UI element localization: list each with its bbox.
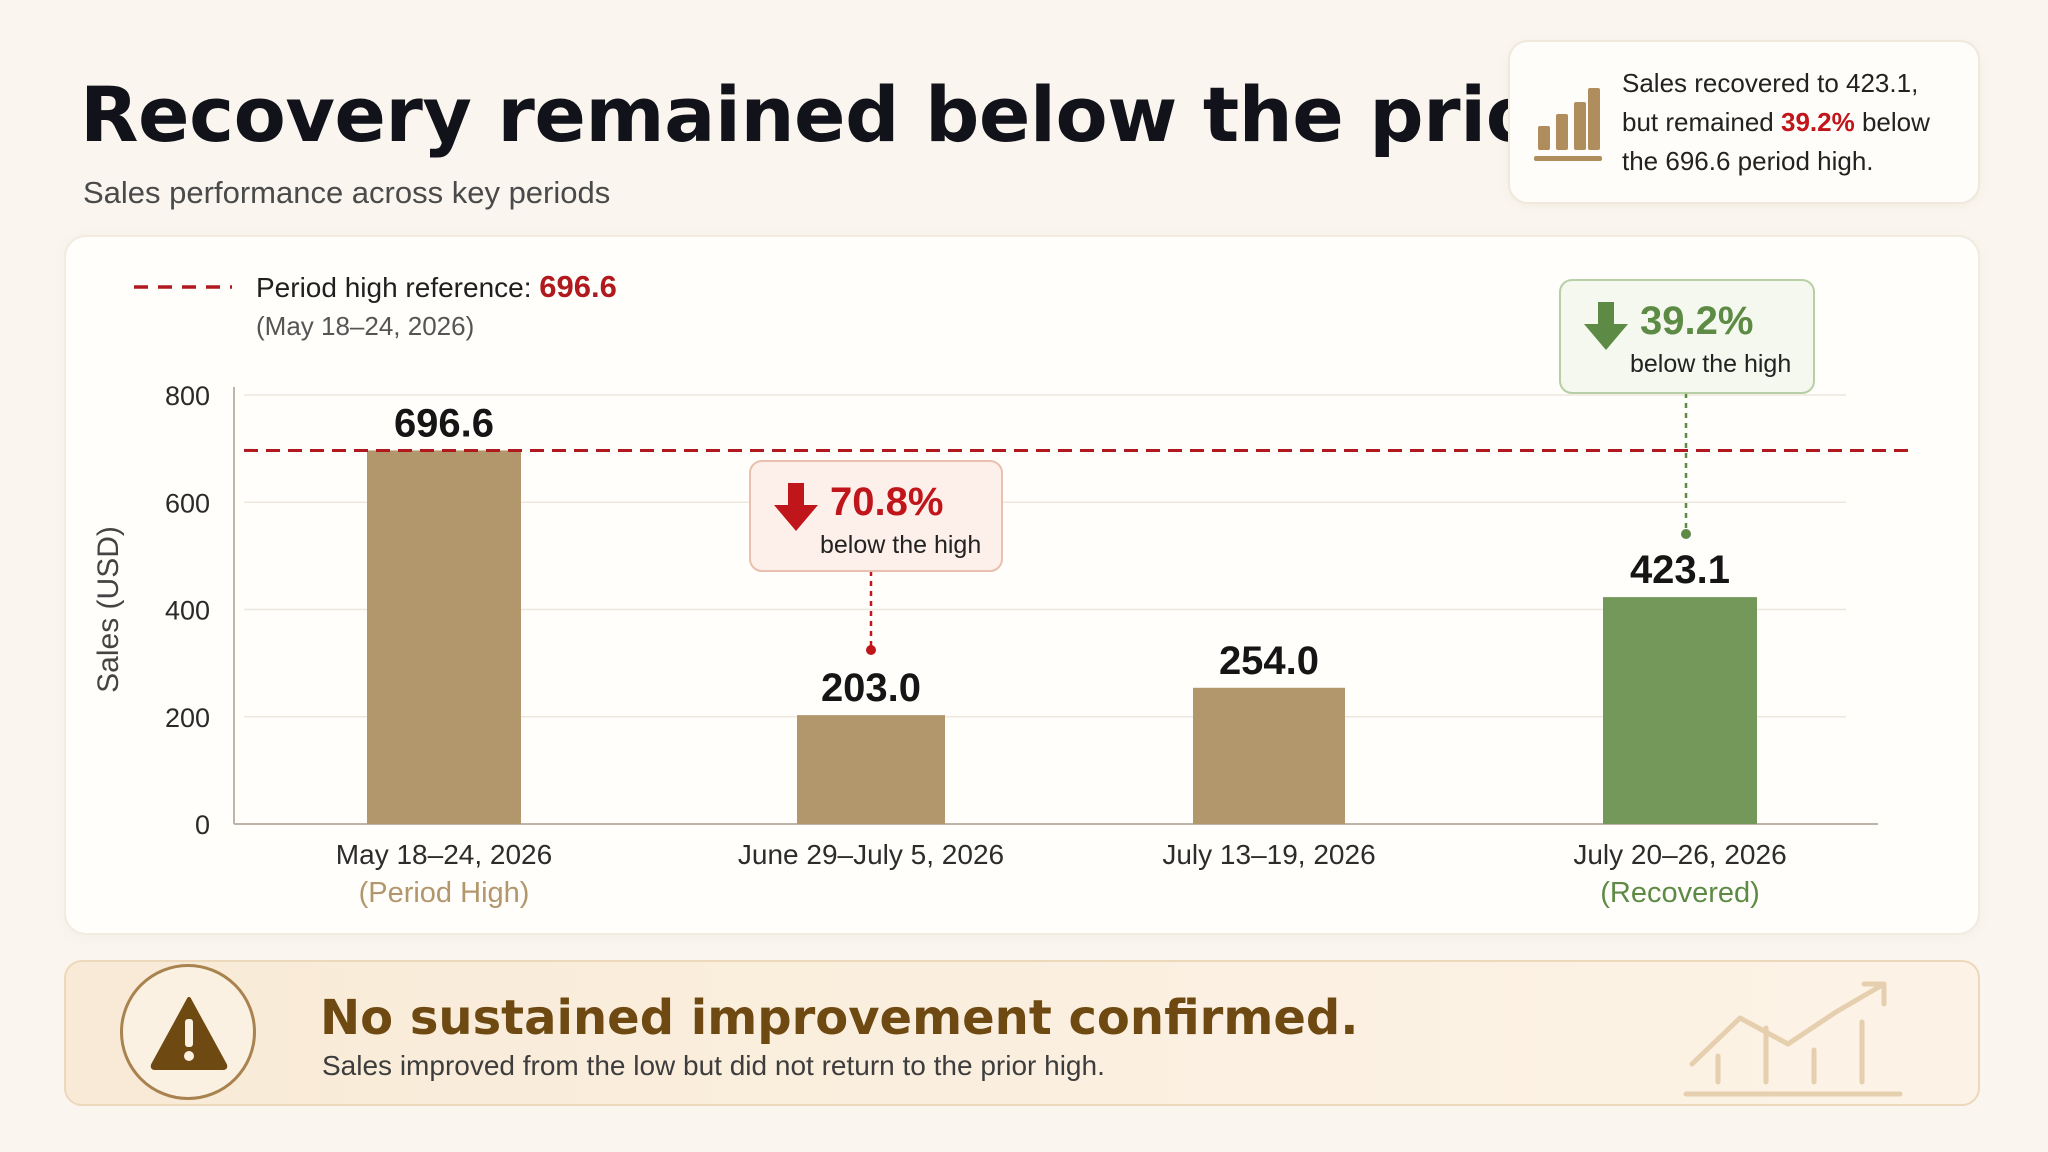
callout-pct: 39.2% xyxy=(1640,299,1753,343)
page-subtitle: Sales performance across key periods xyxy=(83,175,611,210)
bar xyxy=(367,450,521,824)
x-tick-label: May 18–24, 2026 xyxy=(336,839,552,870)
banner-title: No sustained improvement confirmed. xyxy=(320,990,1359,1046)
chart-card: 0 200 400 600 800 Sales (USD) 696.6 May 18–24, … xyxy=(64,235,1980,935)
insight-line-1: Sales recovered to 423.1, xyxy=(1622,68,1919,98)
bar-chart-icon xyxy=(1534,88,1602,161)
y-tick-label: 400 xyxy=(165,596,210,626)
banner-subtitle: Sales improved from the low but did not … xyxy=(322,1050,1105,1081)
bar-value-label: 423.1 xyxy=(1630,548,1730,592)
x-tick-label: July 13–19, 2026 xyxy=(1162,839,1375,870)
x-tick-note: (Period High) xyxy=(359,877,530,909)
arrow-down-icon xyxy=(774,483,818,531)
trend-chart-icon xyxy=(1683,981,1903,1097)
x-tick-note: (Recovered) xyxy=(1600,877,1760,909)
insight-text: Sales recovered to 423.1, but remained 3… xyxy=(1622,64,1972,181)
callout-pct: 70.8% xyxy=(830,480,943,524)
y-axis-label: Sales (USD) xyxy=(92,526,125,693)
y-tick-label: 600 xyxy=(165,488,210,518)
callout-box xyxy=(1559,279,1815,394)
warning-badge xyxy=(120,964,256,1100)
sales-bar-chart: 0 200 400 600 800 Sales (USD) 696.6 May 18–24, … xyxy=(92,269,1912,909)
bar xyxy=(1603,597,1757,824)
insight-line-3: the 696.6 period high. xyxy=(1622,146,1874,176)
y-tick-label: 0 xyxy=(195,810,210,840)
insight-card: Sales recovered to 423.1, but remained 3… xyxy=(1508,40,1980,204)
page-title: Recovery remained below the prior high xyxy=(80,70,1788,159)
callout-dot xyxy=(1681,529,1691,539)
bar-value-label: 254.0 xyxy=(1219,639,1319,683)
x-tick-label: June 29–July 5, 2026 xyxy=(738,839,1004,870)
bar-value-label: 203.0 xyxy=(821,666,921,710)
warning-icon xyxy=(150,997,228,1070)
bar xyxy=(797,715,945,824)
insight-line-2: but remained 39.2% below xyxy=(1622,107,1930,137)
callout-text: below the high xyxy=(820,531,981,559)
bar xyxy=(1193,687,1345,824)
callout-box xyxy=(749,460,1003,572)
legend-reference-label: Period high reference: 696.6 xyxy=(256,269,617,304)
y-tick-label: 200 xyxy=(165,703,210,733)
callout-text: below the high xyxy=(1630,350,1791,378)
y-tick-label: 800 xyxy=(165,381,210,411)
legend-reference-period: (May 18–24, 2026) xyxy=(256,311,474,341)
bar-value-label: 696.6 xyxy=(394,401,494,445)
insight-pct: 39.2% xyxy=(1780,107,1855,137)
x-tick-label: July 20–26, 2026 xyxy=(1573,839,1786,870)
conclusion-banner: No sustained improvement confirmed. Sale… xyxy=(64,960,1980,1106)
arrow-down-icon xyxy=(1584,302,1628,350)
callout-dot xyxy=(866,645,876,655)
